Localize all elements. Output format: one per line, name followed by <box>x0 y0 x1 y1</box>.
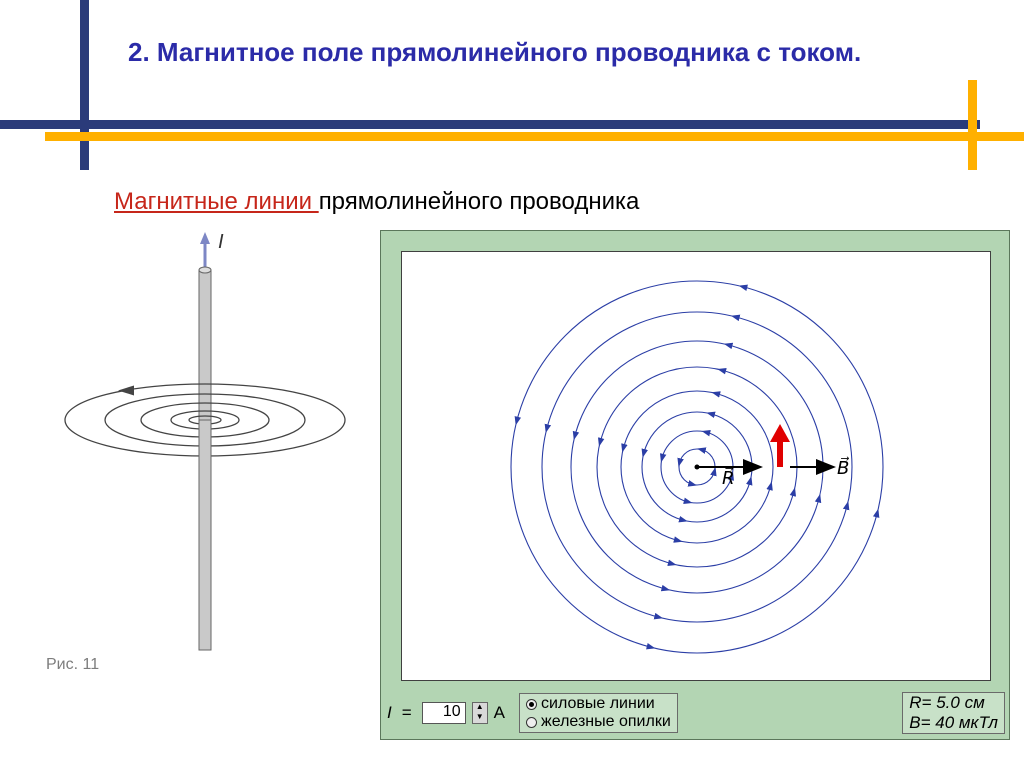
svg-text:B⃗: B⃗ <box>837 457 849 478</box>
radio-iron-filings[interactable]: железные опилки <box>526 713 671 731</box>
I-unit: A <box>494 703 505 723</box>
subtitle: Магнитные линии прямолинейного проводник… <box>114 188 639 216</box>
left-diagram-svg: I <box>32 230 367 680</box>
rod-top <box>199 270 211 420</box>
readout-box: R= 5.0 см B= 40 мкТл <box>902 692 1005 734</box>
bar-horizontal-blue <box>0 120 980 129</box>
vector-R: R⃗ <box>697 467 759 488</box>
equals: = <box>402 703 412 723</box>
bar-vertical-blue <box>80 0 89 170</box>
slide-title: 2. Магнитное поле прямолинейного проводн… <box>128 36 984 69</box>
figure-right-panel: R⃗ B⃗ I = 10 ▲▼ A силовые линии <box>380 230 1010 740</box>
radio-field-lines[interactable]: силовые линии <box>526 695 671 713</box>
readout-R: R= 5.0 см <box>909 693 998 713</box>
figure-left: I Рис. 11 <box>32 230 367 680</box>
readout-B: B= 40 мкТл <box>909 713 998 733</box>
subtitle-rest: прямолинейного проводника <box>319 188 640 215</box>
title-text: 2. Магнитное поле прямолинейного проводн… <box>128 36 984 69</box>
radio-label-2: железные опилки <box>541 713 671 731</box>
ellipse-arrow <box>118 385 134 395</box>
current-label: I <box>218 231 224 253</box>
bar-vertical-yellow <box>968 80 977 170</box>
radio-label-1: силовые линии <box>541 695 655 713</box>
rod-bottom <box>199 420 211 650</box>
controls-row: I = 10 ▲▼ A силовые линии железные опилк… <box>387 691 1005 735</box>
figure-caption: Рис. 11 <box>46 656 99 674</box>
rod-cap <box>199 267 211 273</box>
radio-dot-2 <box>526 717 537 728</box>
subtitle-link: Магнитные линии <box>114 188 319 215</box>
vector-B: B⃗ <box>790 457 849 478</box>
radio-group: силовые линии железные опилки <box>519 693 678 733</box>
field-plot: R⃗ B⃗ <box>401 251 991 681</box>
bar-horizontal-yellow <box>45 132 1024 141</box>
I-label: I <box>387 703 392 723</box>
I-spinner[interactable]: ▲▼ <box>472 702 488 724</box>
I-value-input[interactable]: 10 <box>422 702 466 724</box>
plot-svg: R⃗ B⃗ <box>402 252 992 682</box>
radio-dot-1 <box>526 699 537 710</box>
svg-text:R⃗: R⃗ <box>722 467 735 488</box>
